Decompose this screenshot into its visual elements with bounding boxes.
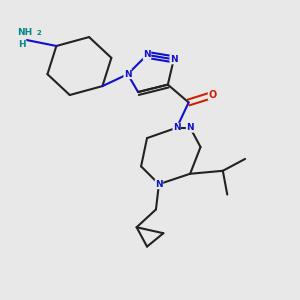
Text: 2: 2	[36, 30, 41, 36]
Text: N: N	[173, 123, 181, 132]
Text: N: N	[143, 50, 151, 59]
Text: N: N	[170, 55, 178, 64]
Text: N: N	[124, 70, 131, 79]
Text: O: O	[208, 90, 217, 100]
Text: NH: NH	[17, 28, 33, 37]
Text: H: H	[18, 40, 26, 49]
Text: N: N	[155, 180, 163, 189]
Text: N: N	[186, 123, 194, 132]
